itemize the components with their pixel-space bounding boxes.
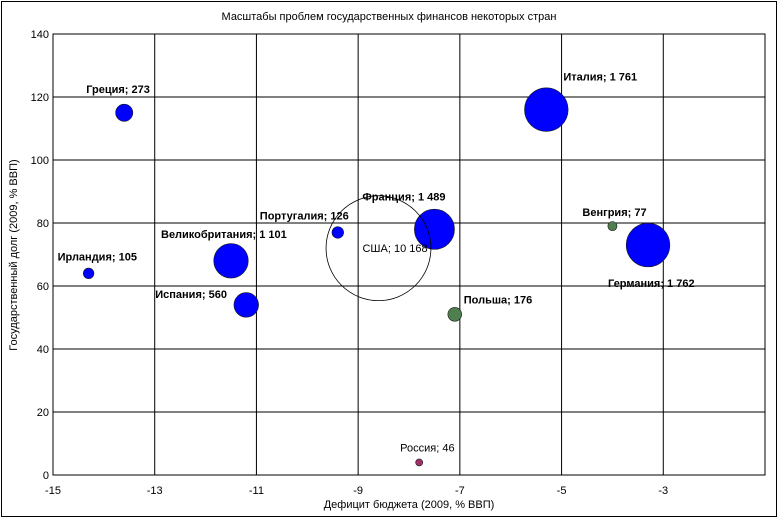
bubble-label-10: Польша; 176: [464, 294, 532, 306]
bubbles: [82, 87, 671, 467]
chart-title: Масштабы проблем государственных финансо…: [222, 11, 557, 23]
x-tick-label: -15: [45, 485, 61, 497]
bubble-label-6: Испания; 560: [155, 289, 227, 301]
x-axis-title: Дефицит бюджета (2009, % ВВП): [324, 499, 495, 511]
x-tick-label: -9: [353, 485, 363, 497]
bubble-9: [625, 222, 671, 268]
bubble-label-3: Франция; 1 489: [362, 191, 445, 203]
y-tick-label: 100: [31, 155, 49, 167]
x-tick-label: -7: [455, 485, 465, 497]
bubble-label-2: Португалия; 126: [260, 210, 349, 222]
y-tick-labels: 0 20 40 60 80 100 120 140: [31, 29, 49, 482]
x-tick-label: -3: [658, 485, 668, 497]
y-tick-label: 0: [43, 470, 49, 482]
y-axis-title: Государственный долг (2009, % ВВП): [8, 159, 20, 350]
bubble-3: [414, 208, 455, 250]
bubble-4: [213, 243, 249, 279]
y-tick-label: 40: [37, 344, 49, 356]
x-tick-label: -5: [557, 485, 567, 497]
bubble-label-4: Великобритания; 1 101: [161, 229, 287, 241]
y-tick-label: 120: [31, 92, 49, 104]
bubble-5: [82, 267, 95, 280]
bubble-0: [115, 103, 134, 122]
bubble-8: [607, 221, 618, 232]
bubble-label-0: Греция; 273: [86, 84, 150, 96]
bubble-label-7: США; 10 168: [362, 243, 427, 255]
bubble-label-11: Россия; 46: [400, 442, 454, 454]
y-tick-label: 140: [31, 29, 49, 41]
bubble-label-8: Венгрия; 77: [582, 207, 646, 219]
y-tick-label: 60: [37, 281, 49, 293]
x-tick-label: -13: [147, 485, 163, 497]
bubble-7: [325, 195, 432, 302]
x-tick-labels: -15 -13 -11 -9 -7 -5 -3: [45, 485, 668, 497]
x-tick-label: -11: [249, 485, 264, 497]
bubble-2: [331, 226, 344, 239]
bubble-10: [447, 307, 462, 322]
y-tick-label: 20: [37, 407, 49, 419]
bubble-11: [415, 458, 423, 467]
plot-area: [52, 33, 766, 476]
point-labels: Греция; 273 Италия; 1 761 Португалия; 126 Ф…: [58, 72, 695, 455]
y-tick-label: 80: [37, 218, 49, 230]
bubble-6: [233, 292, 259, 318]
bubble-1: [524, 87, 569, 132]
bubble-label-9: Германия; 1 762: [608, 278, 695, 290]
bubble-label-5: Ирландия; 105: [58, 251, 137, 263]
bubble-label-1: Италия; 1 761: [563, 72, 637, 84]
